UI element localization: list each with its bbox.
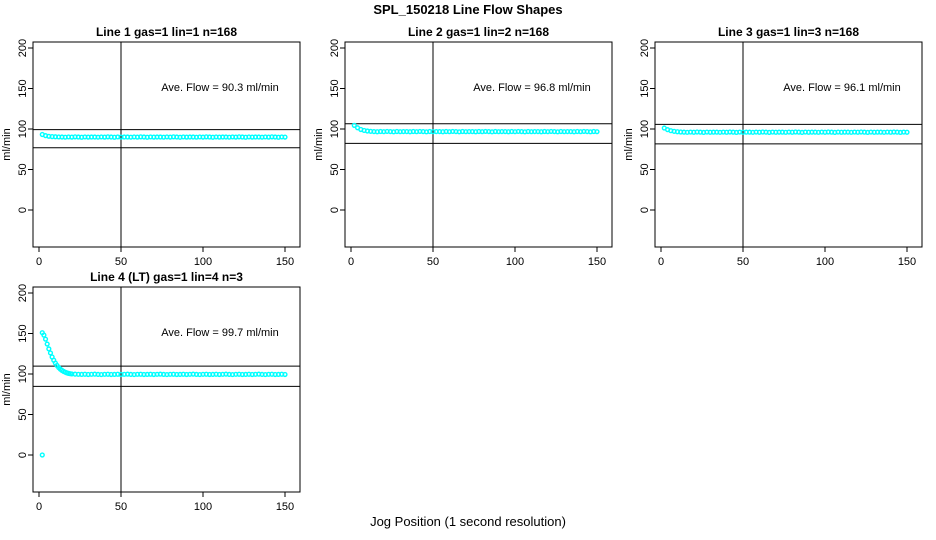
data-point	[41, 332, 47, 338]
data-point	[351, 122, 357, 128]
x-tick-label: 150	[276, 256, 294, 268]
data-point	[47, 350, 54, 356]
panel-title: Line 1 gas=1 lin=1 n=168	[95, 25, 238, 39]
data-points	[661, 125, 910, 136]
y-tick-label: 0	[329, 207, 341, 213]
y-tick-label: 150	[329, 79, 341, 97]
line-4-plot: 0 50 100 150 0 50 100 150 200 ml/min	[1, 284, 301, 513]
data-points	[39, 330, 288, 458]
panel-line-2: Line 2 gas=1 lin=2 n=168 0 50 100 150 0 50 100…	[312, 22, 622, 272]
x-tick-label: 100	[816, 256, 834, 268]
x-tick-label: 50	[427, 256, 439, 268]
x-tick-label: 100	[194, 501, 212, 513]
plot-frame	[344, 41, 613, 248]
y-tick-label: 150	[17, 324, 29, 342]
ave-flow-annotation: Ave. Flow = 99.7 ml/min	[161, 327, 279, 339]
y-tick-label: 0	[639, 207, 651, 213]
plot-frame	[32, 41, 301, 248]
y-tick-label: 50	[329, 163, 341, 175]
panel-line-1: Line 1 gas=1 lin=1 n=168 0 50 100 150 0 50 100…	[0, 22, 310, 272]
y-tick-label: 100	[17, 120, 29, 138]
figure-title: SPL_150218 Line Flow Shapes	[373, 2, 563, 17]
ave-flow-annotation: Ave. Flow = 90.3 ml/min	[161, 82, 279, 94]
y-axis-title: ml/min	[623, 128, 635, 160]
line-1-plot: 0 50 100 150 0 50 100 150 200 ml/min	[1, 39, 301, 268]
x-tick-label: 100	[506, 256, 524, 268]
panel-line-4: Line 4 (LT) gas=1 lin=4 n=3 0 50 100 150 0 50…	[0, 267, 310, 517]
y-tick-label: 200	[17, 39, 29, 57]
plot-frame	[654, 41, 923, 248]
data-point	[594, 129, 600, 135]
ave-flow-annotation: Ave. Flow = 96.1 ml/min	[783, 82, 901, 94]
y-tick-label: 0	[17, 207, 29, 213]
y-axis-title: ml/min	[1, 373, 13, 405]
panel-title: Line 2 gas=1 lin=2 n=168	[407, 25, 550, 39]
ave-flow-annotation: Ave. Flow = 96.8 ml/min	[473, 82, 591, 94]
y-tick-label: 200	[639, 39, 651, 57]
y-tick-label: 0	[17, 452, 29, 458]
y-tick-label: 50	[17, 163, 29, 175]
x-tick-label: 150	[898, 256, 916, 268]
panel-title: Line 3 gas=1 lin=3 n=168	[717, 25, 860, 39]
x-tick-label: 0	[36, 501, 42, 513]
x-tick-label: 50	[737, 256, 749, 268]
x-tick-label: 100	[194, 256, 212, 268]
panel-line-3: Line 3 gas=1 lin=3 n=168 0 50 100 150 0 50 100…	[622, 22, 932, 272]
y-tick-label: 100	[17, 365, 29, 383]
data-point	[904, 129, 910, 135]
data-points	[351, 122, 600, 135]
x-tick-label: 50	[115, 501, 127, 513]
y-tick-label: 200	[17, 284, 29, 302]
line-3-plot: 0 50 100 150 0 50 100 150 200 ml/min	[623, 39, 923, 268]
x-tick-label: 150	[588, 256, 606, 268]
x-tick-label: 150	[276, 501, 294, 513]
y-tick-label: 200	[329, 39, 341, 57]
x-tick-label: 0	[36, 256, 42, 268]
panel-title: Line 4 (LT) gas=1 lin=4 n=3	[90, 270, 243, 284]
plot-frame	[32, 286, 301, 493]
data-point	[39, 452, 45, 458]
y-tick-label: 50	[639, 163, 651, 175]
y-tick-label: 150	[639, 79, 651, 97]
y-tick-label: 100	[639, 120, 651, 138]
data-points	[39, 131, 288, 140]
y-tick-label: 100	[329, 120, 341, 138]
y-tick-label: 150	[17, 79, 29, 97]
data-point	[282, 371, 288, 378]
data-point	[46, 346, 52, 352]
data-point	[42, 336, 49, 342]
x-tick-label: 0	[658, 256, 664, 268]
data-point	[44, 341, 50, 347]
data-point	[282, 134, 288, 140]
line-2-plot: 0 50 100 150 0 50 100 150 200 ml/min	[313, 39, 613, 268]
x-tick-label: 50	[115, 256, 127, 268]
x-axis-label: Jog Position (1 second resolution)	[370, 514, 566, 529]
x-tick-label: 0	[348, 256, 354, 268]
y-tick-label: 50	[17, 408, 29, 420]
y-axis-title: ml/min	[313, 128, 325, 160]
y-axis-title: ml/min	[1, 128, 13, 160]
